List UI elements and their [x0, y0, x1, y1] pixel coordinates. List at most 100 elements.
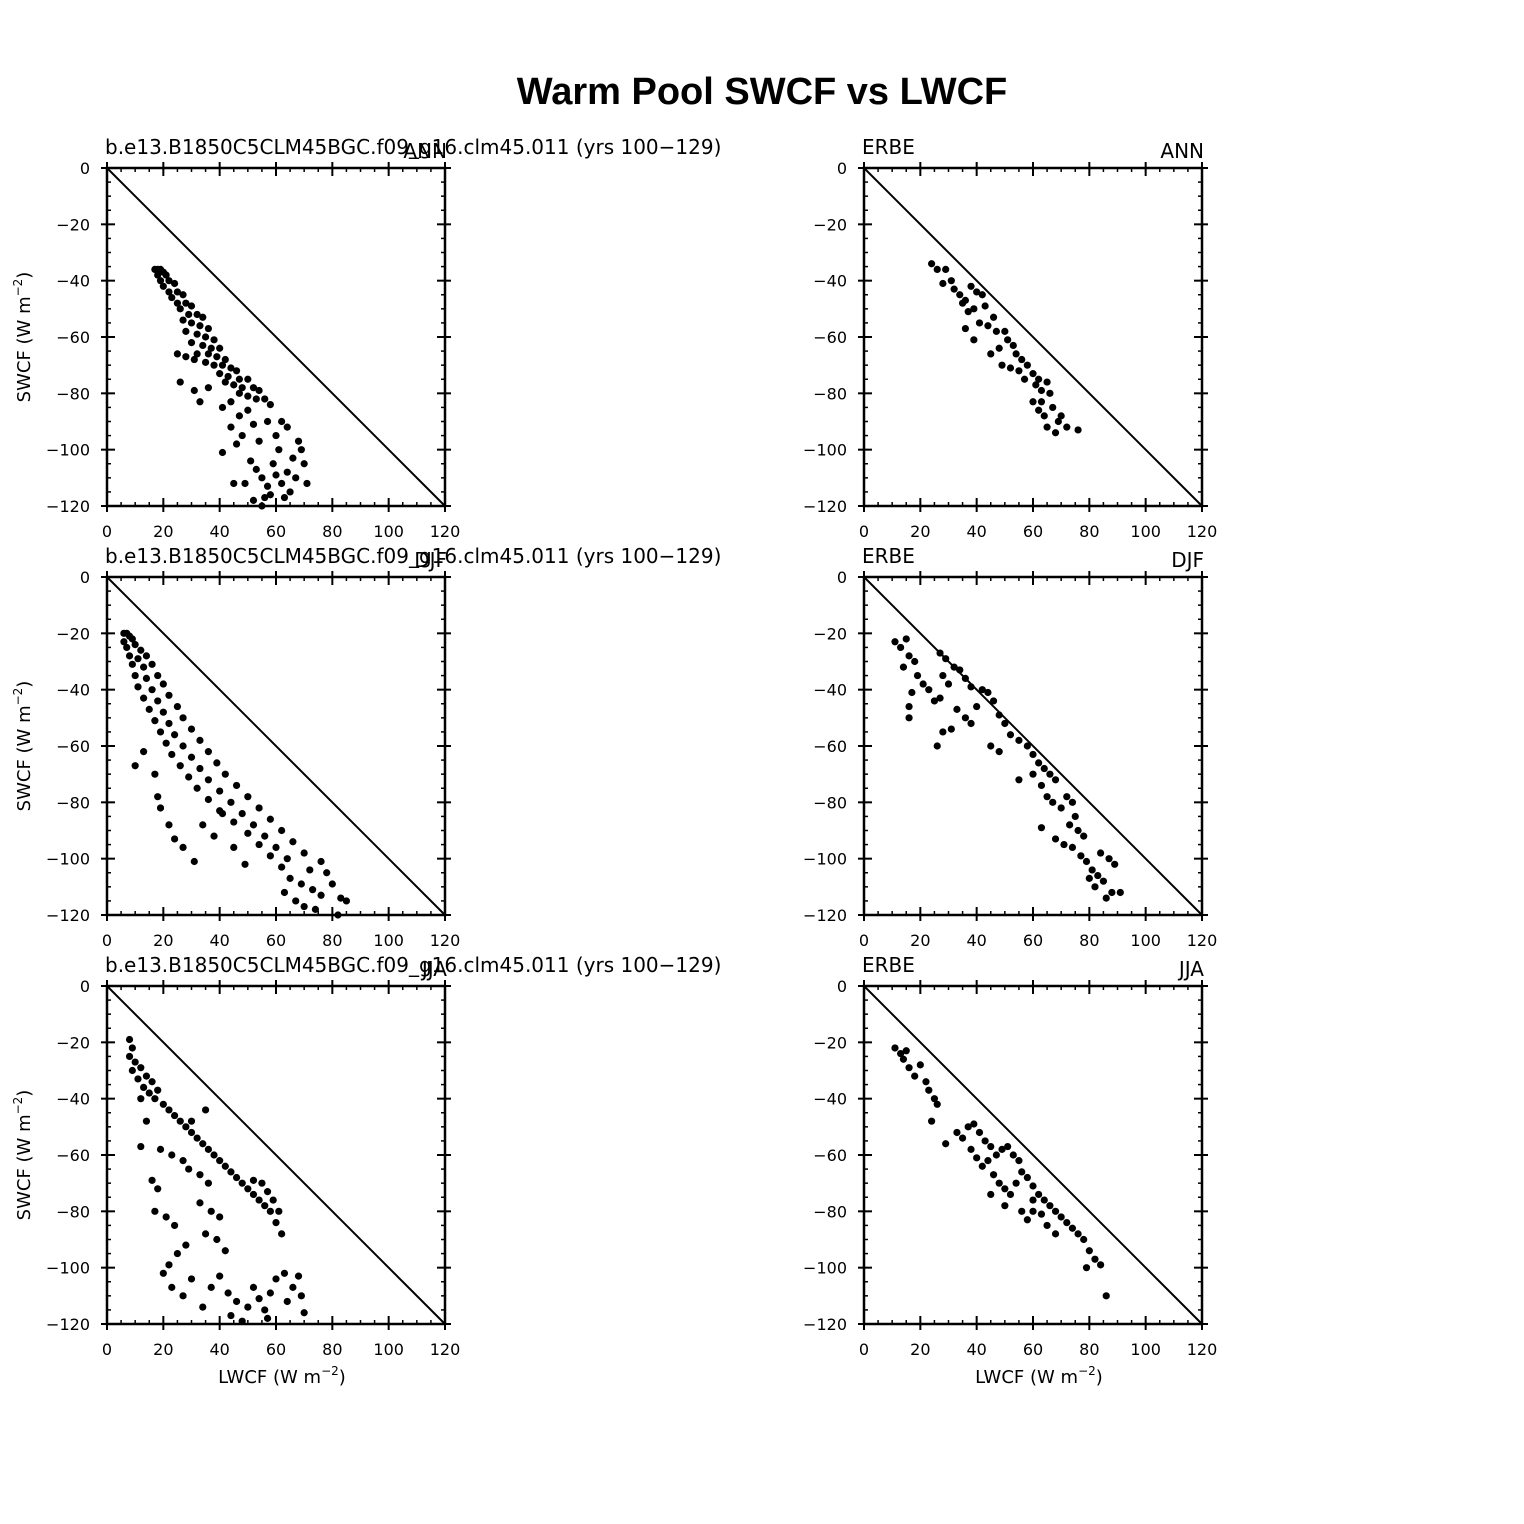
- scatter-point: [216, 1157, 224, 1165]
- scatter-point: [182, 1123, 190, 1131]
- scatter-point: [187, 302, 196, 310]
- scatter-point: [263, 1188, 272, 1196]
- scatter-point: [244, 829, 252, 837]
- x-tick-label: 60: [1023, 522, 1043, 541]
- scatter-point: [252, 465, 260, 473]
- scatter-point: [266, 1289, 274, 1297]
- scatter-point: [125, 1035, 134, 1044]
- scatter-point: [218, 448, 227, 457]
- scatter-point: [317, 857, 325, 866]
- scatter-point: [970, 1120, 978, 1128]
- scatter-point: [1074, 426, 1082, 434]
- scatter-point: [207, 1283, 215, 1291]
- scatter-point: [1063, 1219, 1071, 1227]
- scatter-points: [120, 629, 351, 919]
- scatter-point: [998, 1145, 1006, 1153]
- scatter-point: [173, 702, 182, 711]
- x-tick-label: 20: [153, 1340, 173, 1359]
- scatter-point: [230, 818, 238, 826]
- x-tick-label: 120: [1187, 1340, 1218, 1359]
- scatter-point: [173, 1249, 182, 1258]
- scatter-point: [182, 353, 190, 361]
- scatter-point: [227, 398, 235, 406]
- y-tick-label: 0: [837, 568, 847, 587]
- scatter-point: [221, 378, 229, 386]
- scatter-point: [1085, 1247, 1093, 1255]
- scatter-point: [905, 702, 913, 711]
- scatter-point: [1037, 386, 1046, 395]
- scatter-point: [137, 1142, 145, 1151]
- scatter-point: [261, 1202, 269, 1210]
- scatter-point: [967, 719, 975, 728]
- scatter-point: [1029, 398, 1037, 406]
- scatter-point: [269, 460, 277, 468]
- scatter-point: [156, 804, 165, 812]
- scatter-point: [1001, 719, 1009, 728]
- scatter-point: [995, 344, 1003, 352]
- scatter-point: [168, 750, 176, 759]
- scatter-point: [944, 680, 953, 688]
- scatter-point: [269, 1196, 277, 1204]
- scatter-point: [1108, 888, 1116, 897]
- scatter-point: [232, 367, 241, 375]
- scatter-point: [221, 355, 229, 364]
- scatter-point: [1035, 375, 1043, 383]
- scatter-point: [964, 308, 972, 316]
- y-tick-label: −120: [803, 1315, 847, 1334]
- x-tick-label: 100: [373, 1340, 404, 1359]
- scatter-point: [1046, 770, 1054, 778]
- x-tick-label: 20: [910, 931, 930, 950]
- scatter-point: [182, 327, 190, 335]
- scatter-point: [278, 1230, 286, 1238]
- scatter-point: [230, 381, 238, 389]
- scatter-point: [255, 840, 263, 849]
- x-tick-label: 120: [430, 931, 461, 950]
- scatter-point: [984, 322, 992, 330]
- scatter-point: [154, 1185, 162, 1193]
- scatter-point: [255, 1295, 263, 1303]
- scatter-point: [272, 843, 280, 852]
- scatter-point: [939, 671, 947, 680]
- scatter-point: [201, 1106, 210, 1114]
- scatter-point: [128, 1044, 136, 1052]
- scatter-point: [1102, 1292, 1110, 1300]
- scatter-point: [978, 686, 986, 694]
- scatter-point: [987, 1190, 995, 1199]
- x-tick-label: 80: [322, 1340, 342, 1359]
- scatter-point: [947, 725, 955, 733]
- scatter-point: [235, 375, 243, 383]
- scatter-point: [179, 714, 187, 722]
- scatter-point: [930, 1095, 939, 1103]
- scatter-point: [975, 319, 984, 327]
- scatter-point: [297, 1292, 305, 1300]
- scatter-point: [303, 479, 311, 488]
- scatter-point: [283, 423, 291, 431]
- y-tick-label: −60: [813, 328, 847, 347]
- scatter-point: [911, 657, 919, 666]
- scatter-point: [221, 1247, 229, 1255]
- scatter-points: [928, 260, 1082, 437]
- scatter-point: [263, 1314, 272, 1322]
- scatter-point: [224, 372, 232, 381]
- scatter-point: [942, 265, 950, 273]
- scatter-point: [1097, 1261, 1105, 1269]
- scatter-point: [168, 293, 176, 302]
- scatter-point: [227, 1168, 235, 1176]
- scatter-point: [925, 686, 933, 694]
- scatter-point: [196, 736, 204, 744]
- scatter-point: [992, 327, 1000, 335]
- scatter-point: [328, 880, 336, 888]
- scatter-point: [1074, 1230, 1082, 1238]
- scatter-point: [989, 697, 998, 705]
- scatter-point: [185, 773, 193, 781]
- scatter-point: [911, 1072, 919, 1080]
- scatter-point: [187, 1275, 196, 1283]
- x-tick-label: 60: [266, 522, 286, 541]
- scatter-point: [140, 694, 148, 702]
- y-tick-label: −40: [56, 1090, 90, 1109]
- scatter-point: [913, 671, 922, 680]
- x-tick-label: 0: [102, 1340, 112, 1359]
- scatter-point: [283, 1297, 291, 1306]
- y-tick-label: −80: [813, 1202, 847, 1221]
